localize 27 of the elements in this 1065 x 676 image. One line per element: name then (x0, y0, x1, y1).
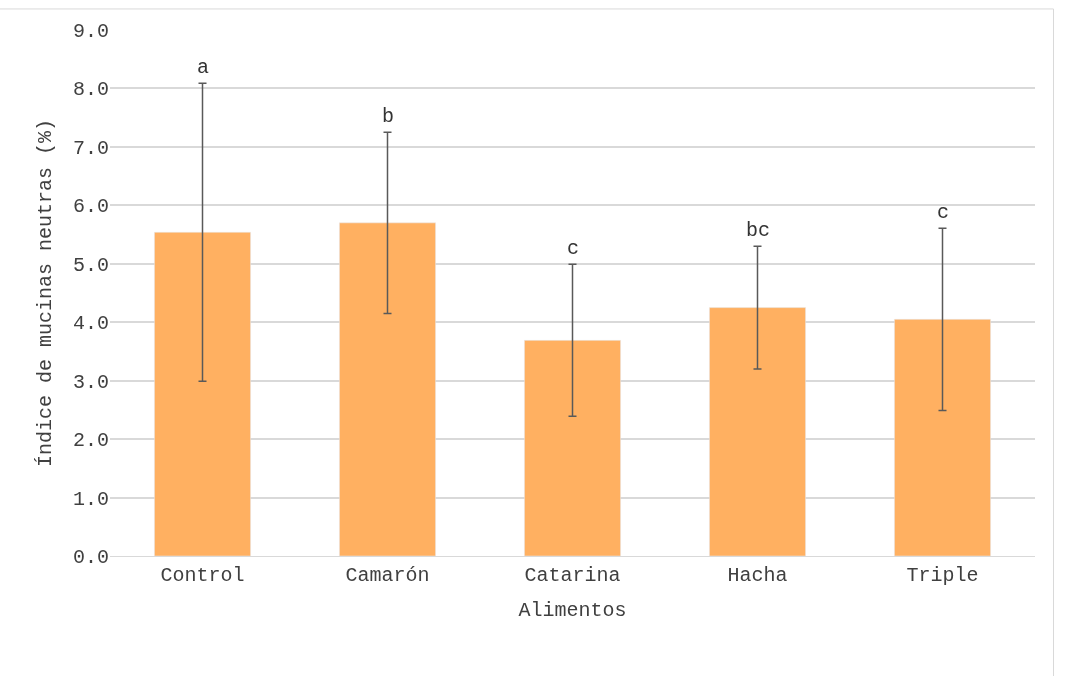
y-tick-label: 1.0 (72, 487, 109, 511)
x-tick-label: Camarón (345, 564, 430, 587)
y-tick-label: 2.0 (72, 429, 109, 453)
x-tick-label: Triple (906, 564, 979, 587)
y-tick-label: 5.0 (72, 253, 109, 277)
x-axis-title: Alimentos (518, 598, 627, 622)
bar (339, 222, 436, 556)
y-tick-label: 7.0 (72, 136, 109, 160)
bar (709, 307, 806, 556)
annotation: c (567, 237, 580, 260)
annotation: bc (746, 219, 771, 242)
x-tick-label: Control (160, 564, 245, 587)
y-tick-label: 8.0 (72, 78, 109, 102)
y-tick-label: 6.0 (72, 195, 109, 219)
annotation: a (197, 56, 210, 79)
bar (154, 231, 251, 556)
x-tick-label: Catarina (524, 564, 621, 587)
bar (894, 319, 991, 556)
y-tick-label: 3.0 (72, 370, 109, 394)
annotation: b (382, 105, 395, 128)
y-axis-title: Índice de mucinas neutras (%) (34, 118, 58, 468)
y-tick-label: 9.0 (72, 20, 109, 43)
y-tick-label: 4.0 (72, 312, 109, 336)
annotation: c (937, 201, 950, 224)
y-tick-label: 0.0 (72, 546, 109, 569)
bar (524, 340, 621, 556)
x-tick-label: Hacha (727, 564, 788, 587)
